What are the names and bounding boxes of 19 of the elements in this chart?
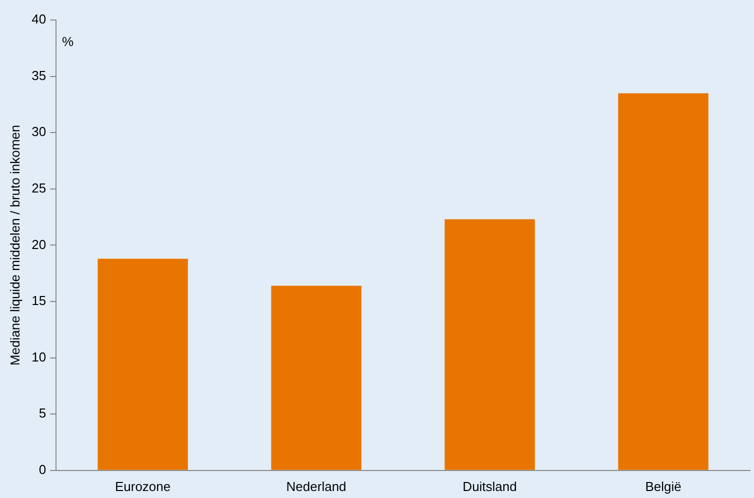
y-tick-label: 5 [38,406,46,421]
y-tick-label: 15 [32,293,46,308]
y-tick-label: 10 [32,349,46,364]
y-tick-label: 20 [32,236,46,252]
y-axis-title: Mediane liquide middelen / bruto inkomen [7,124,22,366]
x-tick-label: Duitsland [462,478,517,494]
y-tick-label: 25 [32,180,46,196]
bar [618,93,708,470]
bar [98,258,188,470]
annotation: % [62,34,74,50]
bar [444,219,535,470]
bar [271,286,362,470]
x-tick-label: Eurozone [114,478,171,494]
y-tick-label: 35 [32,68,46,83]
y-tick-label: 0 [38,462,46,477]
x-tick-label: Nederland [286,478,346,494]
y-tick-label: 30 [32,124,46,140]
x-tick-label: België [645,478,682,494]
y-tick-label: 40 [32,12,46,27]
